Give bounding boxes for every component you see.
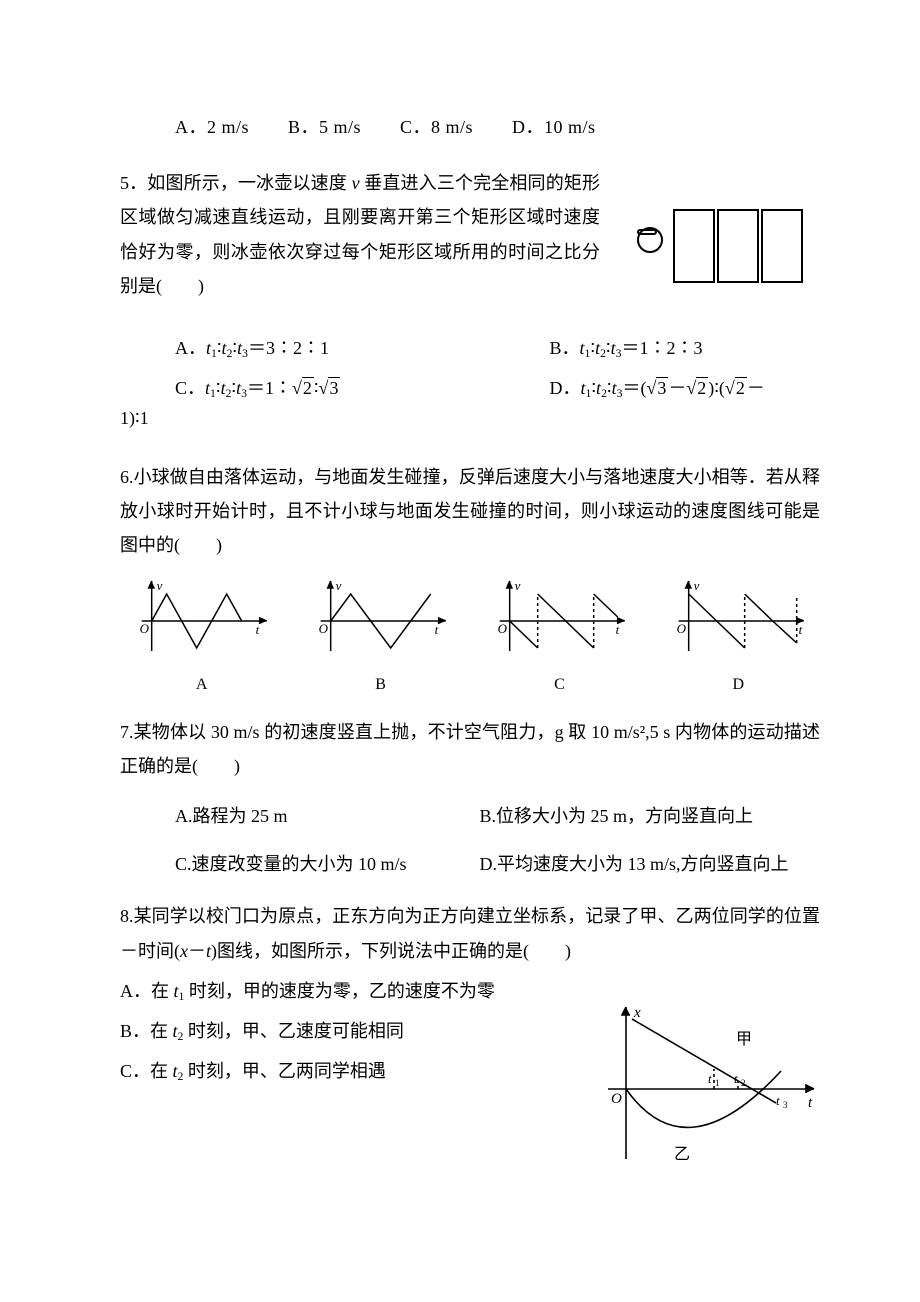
q4-choice-b: B．5 m/s [288, 117, 361, 137]
svg-text:v: v [336, 578, 342, 593]
q6-graph-b: v O t B [305, 576, 456, 701]
svg-text:t: t [435, 622, 439, 637]
svg-text:O: O [676, 621, 686, 636]
q5-choice-d-wrap: 1)∶1 [120, 401, 820, 435]
q4-choices: A．2 m/s B．5 m/s C．8 m/s D．10 m/s [120, 110, 820, 144]
q5-block: 5．如图所示，一冰壶以速度 v 垂直进入三个完全相同的矩形区域做匀减速直线运动，… [120, 166, 820, 303]
q7-choice-b: B.位移大小为 25 m，方向竖直向上 [480, 799, 754, 833]
svg-text:x: x [633, 1005, 641, 1021]
q5-choices-row1: A．t1∶t2∶t3＝3∶2∶1 B．t1∶t2∶t3＝1∶2∶3 [120, 331, 820, 365]
physics-worksheet-page: A．2 m/s B．5 m/s C．8 m/s D．10 m/s 5．如图所示，… [0, 0, 920, 1302]
svg-text:t: t [798, 622, 802, 637]
q8-block: 8.某同学以校门口为原点，正东方向为正方向建立坐标系，记录了甲、乙两位同学的位置… [120, 899, 820, 1088]
q6-graph-c: v O t C [484, 576, 635, 701]
svg-text:O: O [611, 1091, 622, 1107]
q7-choice-c: C.速度改变量的大小为 10 m/s [175, 847, 475, 881]
q5-stem-part1: 5．如图所示，一冰壶以速度 [120, 173, 352, 193]
svg-text:v: v [693, 578, 699, 593]
svg-text:O: O [497, 621, 507, 636]
q8-figure: x O t 甲 乙 t 1 t 2 t 3 [586, 999, 826, 1169]
q7-stem: 7.某物体以 30 m/s 的初速度竖直上抛，不计空气阻力，g 取 10 m/s… [120, 715, 820, 783]
svg-text:t: t [776, 1093, 780, 1108]
q5-v: v [352, 173, 360, 193]
svg-text:甲: 甲 [736, 1031, 752, 1048]
q5-choice-a: A．t1∶t2∶t3＝3∶2∶1 [175, 331, 545, 365]
svg-text:O: O [319, 621, 329, 636]
svg-text:v: v [157, 578, 163, 593]
svg-text:t: t [256, 622, 260, 637]
svg-text:t: t [808, 1095, 813, 1111]
svg-text:t: t [615, 622, 619, 637]
q6-graph-d: v O t D [663, 576, 814, 701]
svg-text:O: O [140, 621, 150, 636]
q7-choice-a: A.路程为 25 m [175, 799, 475, 833]
q7-choices-row2: C.速度改变量的大小为 10 m/s D.平均速度大小为 13 m/s,方向竖直… [120, 847, 820, 881]
q5-choice-d: D．t1∶t2∶t3＝(3－2)∶(2－ [550, 371, 765, 405]
svg-text:3: 3 [783, 1100, 788, 1110]
q6-graph-a: v O t A [126, 576, 277, 701]
svg-text:1: 1 [715, 1078, 720, 1088]
q5-choice-c: C．t1∶t2∶t3＝1∶2∶3 [175, 371, 545, 405]
q5-stem: 5．如图所示，一冰壶以速度 v 垂直进入三个完全相同的矩形区域做匀减速直线运动，… [120, 166, 600, 303]
q4-choice-d: D．10 m/s [512, 117, 596, 137]
svg-text:2: 2 [741, 1078, 746, 1088]
q5-choices-row2: C．t1∶t2∶t3＝1∶2∶3 D．t1∶t2∶t3＝(3－2)∶(2－ [120, 371, 820, 405]
q6-stem: 6.小球做自由落体运动，与地面发生碰撞，反弹后速度大小与落地速度大小相等．若从释… [120, 460, 820, 563]
q4-choice-c: C．8 m/s [400, 117, 473, 137]
svg-text:乙: 乙 [674, 1146, 690, 1163]
q6-graphs: v O t A v O t B [126, 576, 814, 701]
svg-text:v: v [514, 578, 520, 593]
svg-text:t: t [734, 1071, 738, 1086]
q4-choice-a: A．2 m/s [175, 117, 249, 137]
q8-stem: 8.某同学以校门口为原点，正东方向为正方向建立坐标系，记录了甲、乙两位同学的位置… [120, 899, 820, 967]
q5-choice-b: B．t1∶t2∶t3＝1∶2∶3 [550, 331, 703, 365]
q5-figure [636, 206, 808, 286]
q7-choices-row1: A.路程为 25 m B.位移大小为 25 m，方向竖直向上 [120, 799, 820, 833]
svg-text:t: t [708, 1071, 712, 1086]
q7-choice-d: D.平均速度大小为 13 m/s,方向竖直向上 [480, 847, 789, 881]
